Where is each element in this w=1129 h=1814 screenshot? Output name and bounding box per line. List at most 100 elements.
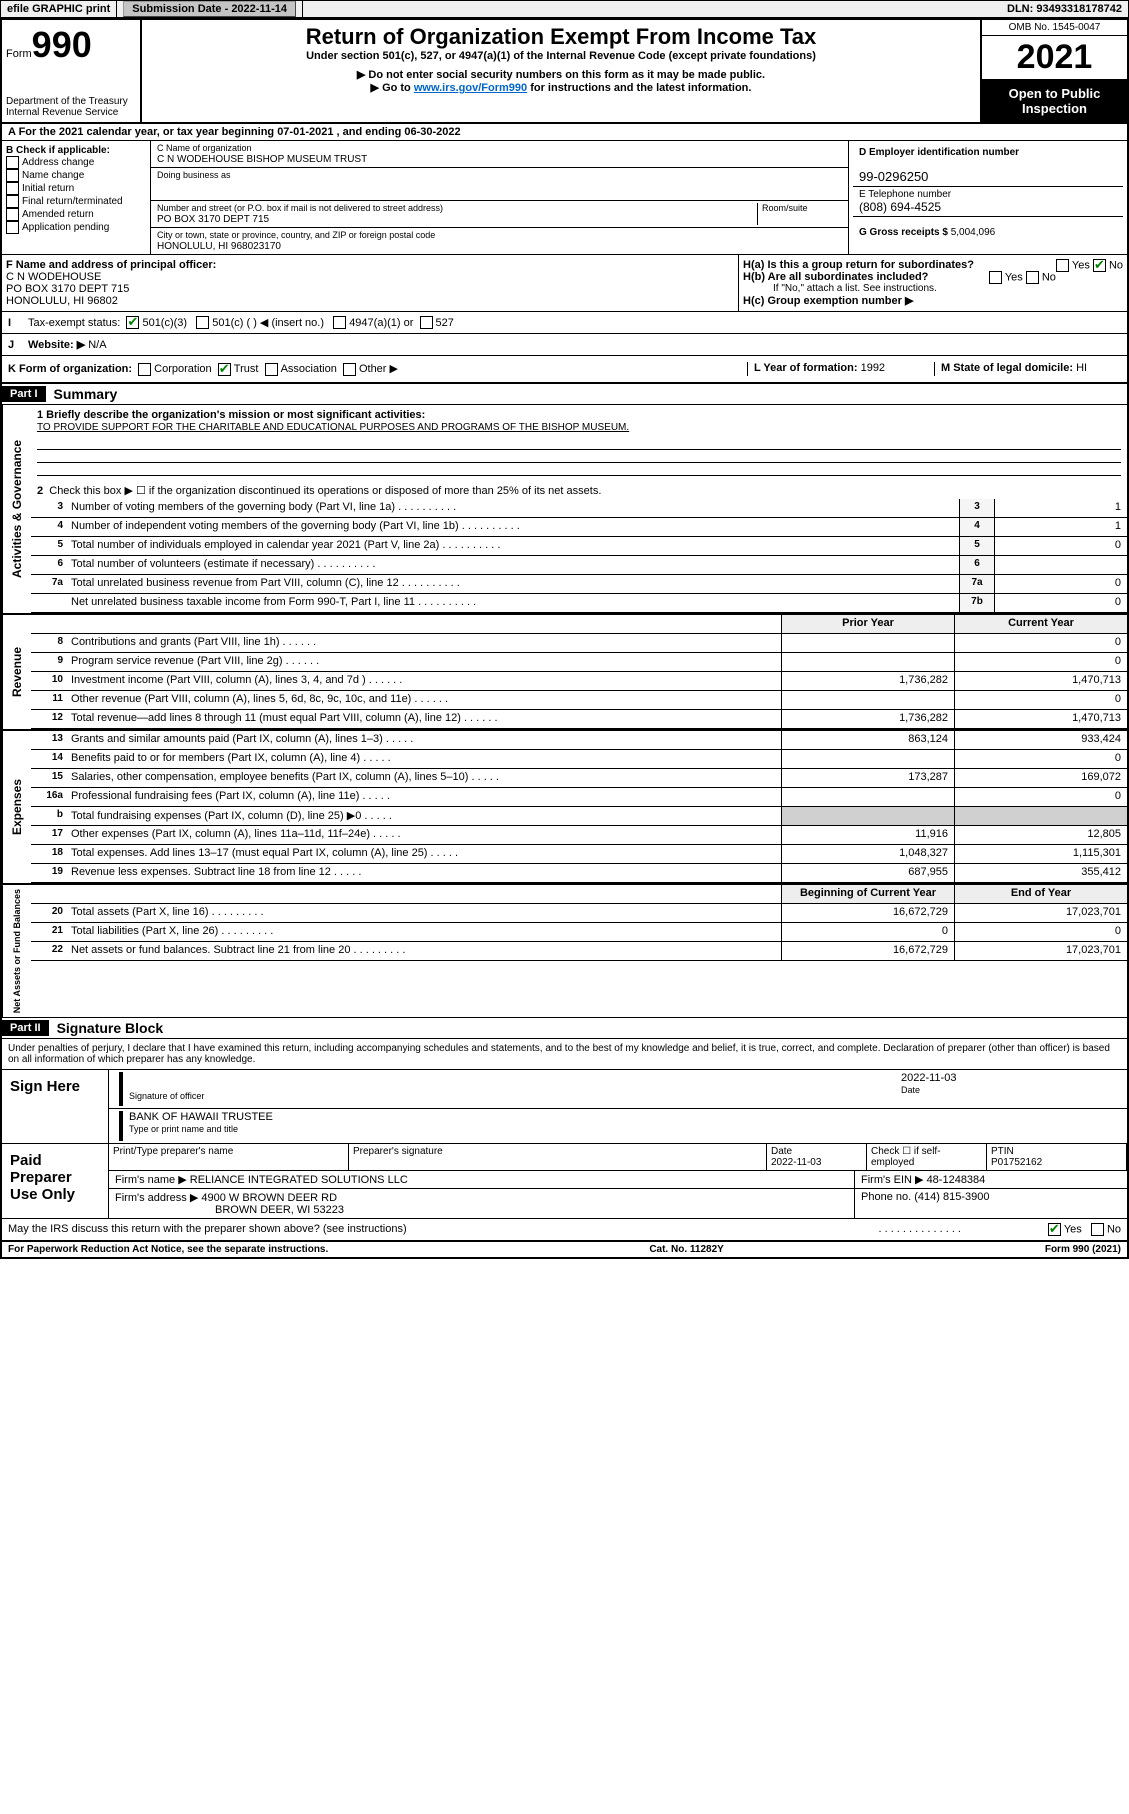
note-link: ▶ Go to www.irs.gov/Form990 for instruct… xyxy=(148,81,974,94)
box-h: H(a) Is this a group return for subordin… xyxy=(739,255,1127,311)
line-i: I Tax-exempt status: 501(c)(3) 501(c) ( … xyxy=(2,312,1127,334)
ein-value: 99-0296250 xyxy=(859,169,928,184)
street-address: PO BOX 3170 DEPT 715 xyxy=(157,214,269,225)
tax-year: 2021 xyxy=(982,36,1127,80)
open-public-badge: Open to Public Inspection xyxy=(982,80,1127,122)
checkbox-4947[interactable] xyxy=(333,316,346,329)
summary-line: 5Total number of individuals employed in… xyxy=(31,537,1127,556)
form-container: Form990 Department of the Treasury Inter… xyxy=(0,18,1129,1259)
sig-date: 2022-11-03 xyxy=(901,1072,1121,1084)
state-domicile: HI xyxy=(1076,362,1087,374)
summary-line: 3Number of voting members of the governi… xyxy=(31,499,1127,518)
checkbox-amended[interactable] xyxy=(6,208,19,221)
paid-preparer-row: Paid Preparer Use Only Print/Type prepar… xyxy=(2,1144,1127,1219)
section-bcd: B Check if applicable: Address change Na… xyxy=(2,141,1127,255)
irs-label: Internal Revenue Service xyxy=(6,107,136,118)
officer-addr2: HONOLULU, HI 96802 xyxy=(6,295,118,307)
netassets-line: 21Total liabilities (Part X, line 26) . … xyxy=(31,923,1127,942)
box-b: B Check if applicable: Address change Na… xyxy=(2,141,151,254)
side-activities: Activities & Governance xyxy=(2,405,31,613)
preparer-date: 2022-11-03 xyxy=(771,1157,821,1168)
revenue-line: 12Total revenue—add lines 8 through 11 (… xyxy=(31,710,1127,729)
line-klm: K Form of organization: Corporation Trus… xyxy=(2,356,1127,384)
org-name: C N WODEHOUSE BISHOP MUSEUM TRUST xyxy=(157,154,367,165)
checkbox-ha-no[interactable] xyxy=(1093,259,1106,272)
summary-line: Net unrelated business taxable income fr… xyxy=(31,594,1127,613)
form-title: Return of Organization Exempt From Incom… xyxy=(148,24,974,50)
summary-line: 4Number of independent voting members of… xyxy=(31,518,1127,537)
perjury-declaration: Under penalties of perjury, I declare th… xyxy=(2,1039,1127,1070)
expense-line: 16aProfessional fundraising fees (Part I… xyxy=(31,788,1127,807)
website-value: N/A xyxy=(88,339,106,351)
expense-line: bTotal fundraising expenses (Part IX, co… xyxy=(31,807,1127,826)
officer-name: C N WODEHOUSE xyxy=(6,271,101,283)
checkbox-hb-yes[interactable] xyxy=(989,271,1002,284)
checkbox-other[interactable] xyxy=(343,363,356,376)
officer-addr1: PO BOX 3170 DEPT 715 xyxy=(6,283,129,295)
checkbox-may-yes[interactable] xyxy=(1048,1223,1061,1236)
box-f: F Name and address of principal officer:… xyxy=(2,255,739,311)
checkbox-corp[interactable] xyxy=(138,363,151,376)
form-number: 990 xyxy=(32,24,92,65)
checkbox-527[interactable] xyxy=(420,316,433,329)
checkbox-may-no[interactable] xyxy=(1091,1223,1104,1236)
netassets-line: 20Total assets (Part X, line 16) . . . .… xyxy=(31,904,1127,923)
checkbox-assoc[interactable] xyxy=(265,363,278,376)
revenue-line: 8Contributions and grants (Part VIII, li… xyxy=(31,634,1127,653)
city-state-zip: HONOLULU, HI 968023170 xyxy=(157,241,281,252)
firm-addr2: BROWN DEER, WI 53223 xyxy=(115,1204,344,1216)
checkbox-501c3[interactable] xyxy=(126,316,139,329)
checkbox-initial-return[interactable] xyxy=(6,182,19,195)
checkbox-app-pending[interactable] xyxy=(6,221,19,234)
submission-date-button[interactable]: Submission Date - 2022-11-14 xyxy=(123,1,296,17)
side-expenses: Expenses xyxy=(2,731,31,883)
firm-addr1: 4900 W BROWN DEER RD xyxy=(201,1192,337,1204)
efile-label: efile GRAPHIC print xyxy=(1,1,117,17)
year-formation: 1992 xyxy=(861,362,885,374)
ptin-value: P01752162 xyxy=(991,1157,1042,1168)
side-netassets: Net Assets or Fund Balances xyxy=(2,885,31,1017)
checkbox-address-change[interactable] xyxy=(6,156,19,169)
revenue-line: 10Investment income (Part VIII, column (… xyxy=(31,672,1127,691)
expense-line: 19Revenue less expenses. Subtract line 1… xyxy=(31,864,1127,883)
expense-line: 14Benefits paid to or for members (Part … xyxy=(31,750,1127,769)
sign-here-row: Sign Here Signature of officer 2022-11-0… xyxy=(2,1070,1127,1144)
summary-line: 6Total number of volunteers (estimate if… xyxy=(31,556,1127,575)
checkbox-trust[interactable] xyxy=(218,363,231,376)
side-revenue: Revenue xyxy=(2,615,31,729)
revenue-line: 9Program service revenue (Part VIII, lin… xyxy=(31,653,1127,672)
firm-phone: (414) 815-3900 xyxy=(914,1191,989,1203)
checkbox-name-change[interactable] xyxy=(6,169,19,182)
box-c: C Name of organization C N WODEHOUSE BIS… xyxy=(151,141,849,254)
dept-label: Department of the Treasury xyxy=(6,96,136,107)
expense-line: 17Other expenses (Part IX, column (A), l… xyxy=(31,826,1127,845)
mission-text: TO PROVIDE SUPPORT FOR THE CHARITABLE AN… xyxy=(37,422,629,433)
section-fh: F Name and address of principal officer:… xyxy=(2,255,1127,312)
irs-link[interactable]: www.irs.gov/Form990 xyxy=(414,82,527,94)
may-irs-row: May the IRS discuss this return with the… xyxy=(2,1219,1127,1242)
top-toolbar: efile GRAPHIC print Submission Date - 20… xyxy=(0,0,1129,18)
box-d-e-g: D Employer identification number 99-0296… xyxy=(849,141,1127,254)
form-word: Form xyxy=(6,48,32,60)
firm-ein: 48-1248384 xyxy=(927,1174,986,1186)
officer-printed-name: BANK OF HAWAII TRUSTEE xyxy=(129,1111,1121,1123)
summary-line: 7aTotal unrelated business revenue from … xyxy=(31,575,1127,594)
gross-receipts-value: 5,004,096 xyxy=(951,227,996,238)
omb-number: OMB No. 1545-0047 xyxy=(982,20,1127,36)
revenue-line: 11Other revenue (Part VIII, column (A), … xyxy=(31,691,1127,710)
telephone-value: (808) 694-4525 xyxy=(859,200,941,214)
part1-header: Part I Summary xyxy=(2,384,1127,405)
part2-header: Part II Signature Block xyxy=(2,1018,1127,1039)
expense-line: 15Salaries, other compensation, employee… xyxy=(31,769,1127,788)
firm-name: RELIANCE INTEGRATED SOLUTIONS LLC xyxy=(190,1174,408,1186)
checkbox-501c[interactable] xyxy=(196,316,209,329)
checkbox-ha-yes[interactable] xyxy=(1056,259,1069,272)
line-j: J Website: ▶ N/A xyxy=(2,334,1127,356)
netassets-line: 22Net assets or fund balances. Subtract … xyxy=(31,942,1127,961)
checkbox-final-return[interactable] xyxy=(6,195,19,208)
form-header: Form990 Department of the Treasury Inter… xyxy=(2,20,1127,124)
line-a: A For the 2021 calendar year, or tax yea… xyxy=(2,124,1127,141)
checkbox-hb-no[interactable] xyxy=(1026,271,1039,284)
expense-line: 13Grants and similar amounts paid (Part … xyxy=(31,731,1127,750)
form-subtitle: Under section 501(c), 527, or 4947(a)(1)… xyxy=(148,50,974,62)
